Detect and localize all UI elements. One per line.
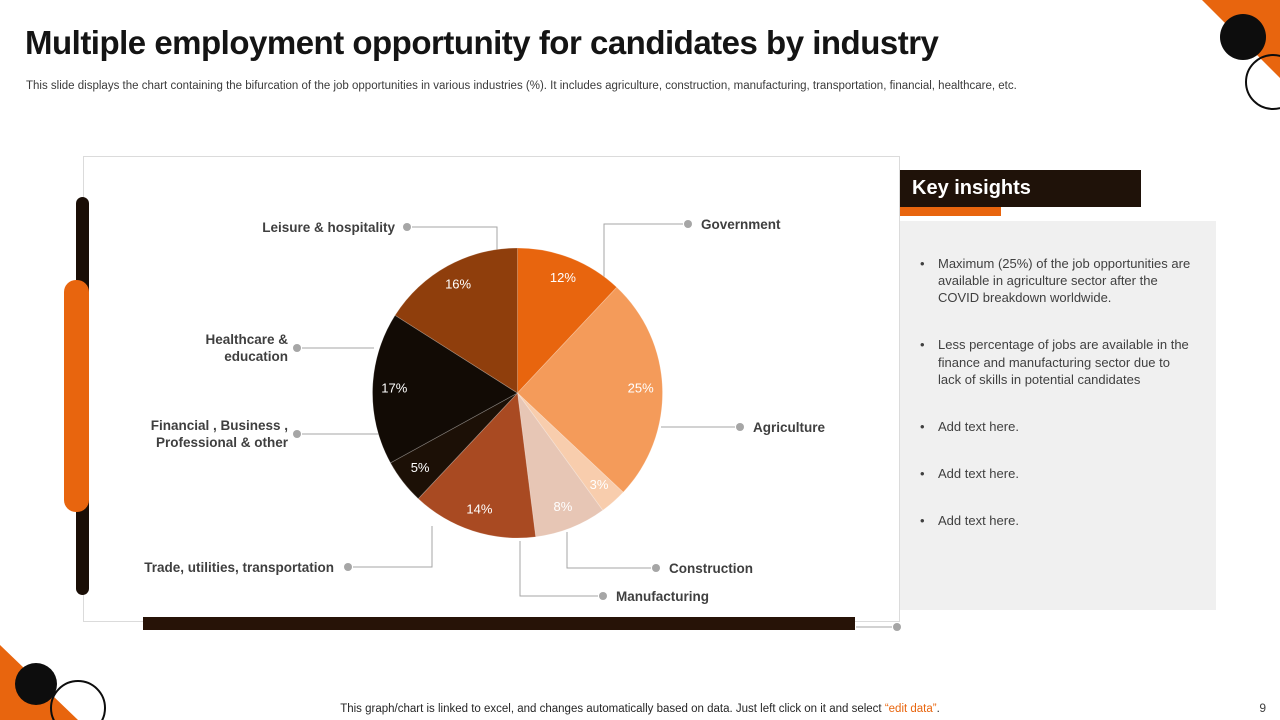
- pie-label-financial: Financial , Business , Professional & ot…: [150, 418, 288, 450]
- key-insights-panel: Maximum (25%) of the job opportunities a…: [900, 221, 1216, 610]
- pie-label-trade: Trade, utilities, transportation: [144, 560, 334, 575]
- pie-label-healthcare: Healthcare & education: [205, 332, 288, 364]
- key-insight-item: Add text here.: [918, 418, 1194, 435]
- decor-circle-bottom-left: [15, 663, 57, 705]
- pie-label-construction: Construction: [669, 561, 753, 576]
- decor-circle-outline-bottom-left: [50, 680, 106, 720]
- key-insight-item: Add text here.: [918, 512, 1194, 529]
- decor-circle-outline-top-right: [1245, 54, 1280, 110]
- footer-note-suffix: .: [936, 703, 940, 715]
- pie-label-agriculture: Agriculture: [753, 420, 826, 435]
- page-subtitle: This slide displays the chart containing…: [26, 80, 1017, 92]
- decor-circle-top-right: [1220, 14, 1266, 60]
- footer-note-highlight: “edit data”: [884, 703, 937, 715]
- pie-label-manufacturing: Manufacturing: [616, 589, 709, 604]
- key-insights-list: Maximum (25%) of the job opportunities a…: [918, 255, 1194, 530]
- footer-note: This graph/chart is linked to excel, and…: [0, 703, 1280, 715]
- key-insights-accent-underline: [900, 207, 1001, 216]
- footer-note-text: This graph/chart is linked to excel, and…: [340, 703, 885, 715]
- key-insights-header: Key insights: [900, 170, 1141, 207]
- pie-label-leisure: Leisure & hospitality: [262, 220, 395, 235]
- page-number: 9: [1259, 701, 1266, 715]
- pie-label-government: Government: [701, 217, 781, 232]
- left-accent-bar-orange: [64, 280, 89, 512]
- key-insight-item: Add text here.: [918, 465, 1194, 482]
- key-insight-item: Less percentage of jobs are available in…: [918, 336, 1194, 387]
- key-insight-item: Maximum (25%) of the job opportunities a…: [918, 255, 1194, 306]
- page-title: Multiple employment opportunity for cand…: [25, 24, 939, 61]
- chart-bottom-accent-bar: [143, 617, 855, 630]
